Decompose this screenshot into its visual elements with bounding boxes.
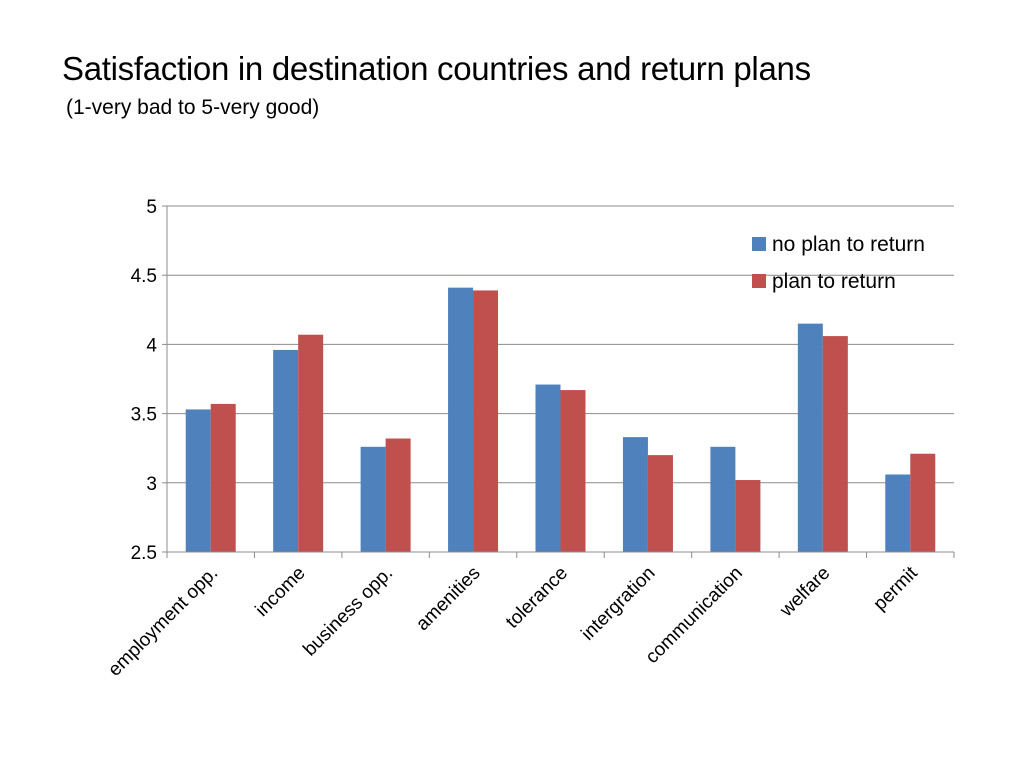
y-tick-label: 5 bbox=[146, 197, 157, 218]
legend-label: plan to return bbox=[772, 270, 896, 293]
legend: no plan to return plan to return bbox=[752, 233, 925, 293]
bar-plan-4 bbox=[560, 390, 586, 552]
legend-label: no plan to return bbox=[772, 233, 925, 256]
x-tick-label: business opp. bbox=[299, 563, 397, 661]
bar-plan-0 bbox=[210, 403, 236, 552]
bar-plan-2 bbox=[385, 438, 411, 552]
x-tick-label: employment opp. bbox=[104, 563, 222, 681]
x-tick-label: amenities bbox=[412, 563, 484, 635]
bar-no-plan-0 bbox=[185, 409, 211, 552]
x-tick-label: intergration bbox=[577, 563, 659, 645]
bar-no-plan-5 bbox=[622, 437, 648, 552]
x-tick-label: welfare bbox=[776, 563, 835, 622]
chart-title: Satisfaction in destination countries an… bbox=[62, 50, 811, 87]
bar-no-plan-8 bbox=[885, 474, 911, 552]
y-tick-label: 3 bbox=[146, 474, 157, 495]
bar-no-plan-3 bbox=[448, 287, 474, 552]
axes bbox=[162, 205, 955, 558]
bar-no-plan-7 bbox=[797, 323, 823, 552]
legend-swatch bbox=[752, 274, 766, 288]
x-tick-label: income bbox=[252, 563, 310, 621]
bars bbox=[185, 287, 936, 552]
x-tick-label: permit bbox=[870, 562, 923, 615]
bar-plan-1 bbox=[298, 334, 324, 552]
y-tick-labels: 2.5 3 3.5 4 4.5 5 bbox=[131, 197, 158, 564]
bar-no-plan-4 bbox=[535, 384, 561, 552]
chart-subtitle: (1-very bad to 5-very good) bbox=[66, 96, 320, 119]
y-tick-label: 4 bbox=[146, 335, 157, 356]
bar-plan-3 bbox=[473, 290, 499, 552]
bar-plan-8 bbox=[910, 453, 936, 552]
bar-plan-5 bbox=[647, 455, 673, 552]
bar-no-plan-2 bbox=[360, 446, 386, 552]
bar-no-plan-1 bbox=[273, 349, 299, 552]
bar-no-plan-6 bbox=[710, 446, 736, 552]
y-tick-label: 2.5 bbox=[131, 543, 157, 564]
bar-plan-6 bbox=[735, 480, 761, 552]
bar-plan-7 bbox=[822, 336, 848, 552]
y-tick-label: 4.5 bbox=[131, 266, 157, 287]
y-tick-label: 3.5 bbox=[131, 405, 157, 426]
x-tick-label: tolerance bbox=[502, 563, 572, 633]
legend-swatch bbox=[752, 237, 766, 251]
